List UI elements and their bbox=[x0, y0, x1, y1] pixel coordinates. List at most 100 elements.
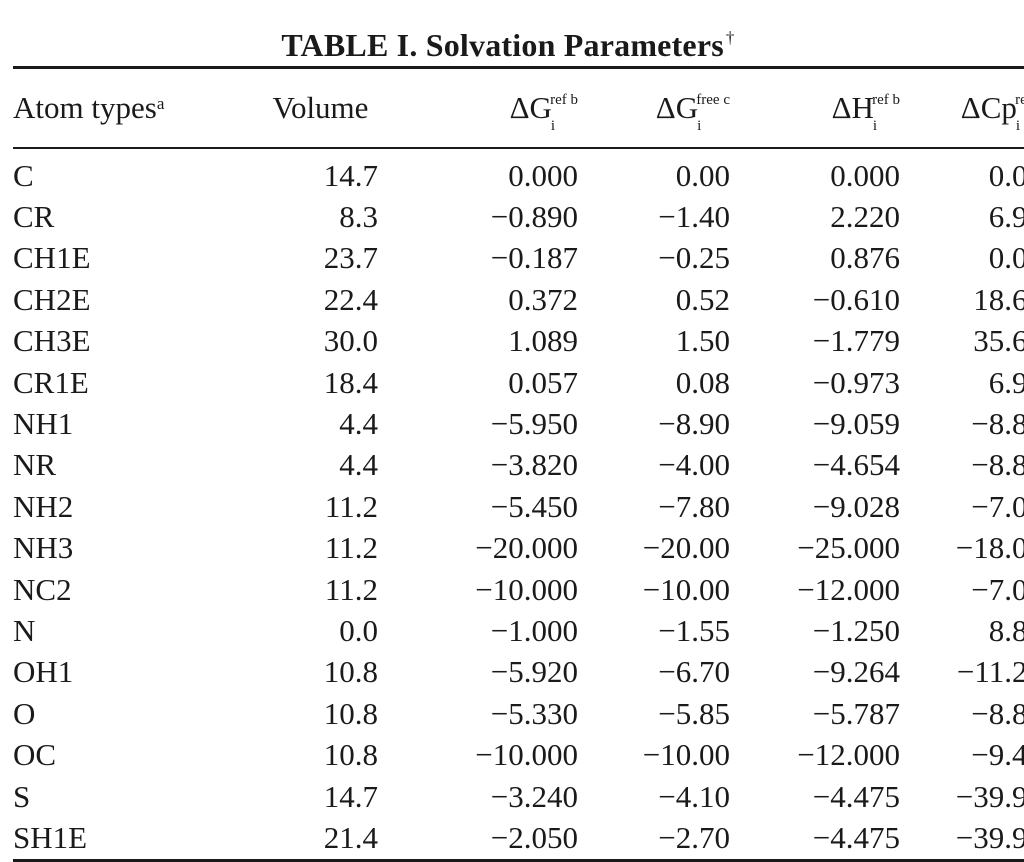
cell-dg-free: −4.00 bbox=[658, 447, 730, 483]
cell-dcp-ref: −7.00 bbox=[971, 571, 1024, 607]
header-dh-ref-sup: ref b bbox=[872, 92, 900, 108]
cell-volume: 11.2 bbox=[324, 530, 378, 566]
cell-dh-ref: −9.264 bbox=[812, 654, 900, 690]
cell-volume: 21.4 bbox=[323, 819, 378, 855]
cell-atom: NR bbox=[13, 447, 57, 483]
cell-dh-ref: 2.220 bbox=[830, 199, 900, 235]
cell-dg-free: −5.85 bbox=[658, 695, 730, 731]
table-row: NR 4.4 −3.820 −4.00 −4.654 −8.80 bbox=[13, 445, 1024, 486]
table-row: OC 10.8 −10.000 −10.00 −12.000 −9.40 bbox=[13, 734, 1024, 775]
header-dh-ref-sub: i bbox=[872, 118, 878, 134]
table-row: NH2 11.2 −5.450 −7.80 −9.028 −7.00 bbox=[13, 486, 1024, 527]
cell-dg-ref: −0.187 bbox=[490, 240, 578, 276]
cell-dcp-ref: −11.20 bbox=[956, 654, 1024, 690]
cell-volume: 30.0 bbox=[323, 323, 378, 359]
cell-atom: N bbox=[13, 612, 36, 648]
cell-dg-free: 0.08 bbox=[675, 364, 730, 400]
cell-dcp-ref: 6.90 bbox=[988, 364, 1024, 400]
cell-dg-ref: −10.000 bbox=[475, 737, 578, 773]
header-volume: Volume bbox=[223, 68, 378, 149]
header-dg-ref-sub: i bbox=[550, 118, 556, 134]
cell-volume: 11.2 bbox=[324, 488, 378, 524]
cell-dcp-ref: −9.40 bbox=[971, 737, 1024, 773]
header-row: Atom typesa Volume ΔGiref b ΔGifree c ΔH… bbox=[13, 67, 1024, 149]
cell-dg-free: −1.55 bbox=[658, 612, 730, 648]
cell-atom: NH1 bbox=[13, 406, 74, 442]
header-atom-types: Atom typesa bbox=[13, 68, 223, 149]
header-atom-footnote: a bbox=[156, 94, 165, 113]
cell-dg-ref: −5.330 bbox=[490, 695, 578, 731]
header-dh-ref-symbol: ΔH bbox=[831, 90, 874, 125]
cell-dcp-ref: 18.60 bbox=[973, 281, 1024, 317]
cell-dg-free: −8.90 bbox=[658, 406, 730, 442]
cell-dg-free: −7.80 bbox=[658, 488, 730, 524]
cell-dcp-ref: −7.00 bbox=[971, 488, 1024, 524]
table-title-footnote-mark: † bbox=[725, 28, 735, 47]
cell-dcp-ref: −39.90 bbox=[955, 778, 1024, 814]
header-dcp-ref: ΔCpi ref d bbox=[900, 68, 1024, 149]
cell-dh-ref: −9.059 bbox=[812, 406, 900, 442]
cell-dg-ref: −0.890 bbox=[490, 199, 578, 235]
cell-atom: O bbox=[13, 695, 36, 731]
cell-dg-free: 1.50 bbox=[675, 323, 730, 359]
cell-atom: SH1E bbox=[13, 819, 88, 855]
cell-dh-ref: −1.779 bbox=[812, 323, 900, 359]
cell-dg-free: −10.00 bbox=[642, 571, 730, 607]
cell-volume: 4.4 bbox=[339, 406, 378, 442]
cell-dcp-ref: −18.00 bbox=[955, 530, 1024, 566]
cell-dcp-ref: −39.90 bbox=[955, 819, 1024, 855]
header-dg-ref-symbol: ΔG bbox=[509, 90, 552, 125]
cell-dg-ref: −3.820 bbox=[490, 447, 578, 483]
cell-dg-ref: 0.057 bbox=[508, 364, 578, 400]
solvation-parameters-table: Atom typesa Volume ΔGiref b ΔGifree c ΔH… bbox=[13, 66, 1024, 862]
table-row: C 14.7 0.000 0.00 0.000 0.00 bbox=[13, 148, 1024, 196]
cell-atom: CR1E bbox=[13, 364, 89, 400]
header-dcp-ref-sub: i bbox=[1015, 118, 1021, 134]
cell-dg-ref: −3.240 bbox=[490, 778, 578, 814]
cell-dcp-ref: −8.80 bbox=[971, 406, 1024, 442]
cell-dg-free: −1.40 bbox=[658, 199, 730, 235]
cell-dh-ref: −4.475 bbox=[812, 778, 900, 814]
cell-dh-ref: −1.250 bbox=[812, 612, 900, 648]
cell-dcp-ref: −8.80 bbox=[971, 447, 1024, 483]
cell-atom: S bbox=[13, 778, 31, 814]
header-dg-free-sup: free c bbox=[696, 92, 730, 108]
header-atom-label: Atom types bbox=[13, 90, 157, 125]
header-dg-ref-sup: ref b bbox=[550, 92, 578, 108]
cell-atom: NH2 bbox=[13, 488, 74, 524]
cell-dg-ref: −5.920 bbox=[490, 654, 578, 690]
table-row: NC2 11.2 −10.000 −10.00 −12.000 −7.00 bbox=[13, 569, 1024, 610]
cell-dh-ref: −4.475 bbox=[812, 819, 900, 855]
cell-volume: 0.0 bbox=[339, 612, 378, 648]
header-dcp-ref-symbol: ΔCp bbox=[960, 90, 1017, 125]
cell-dh-ref: −0.610 bbox=[812, 281, 900, 317]
cell-atom: NH3 bbox=[13, 530, 74, 566]
cell-dg-ref: 1.089 bbox=[508, 323, 578, 359]
cell-volume: 14.7 bbox=[323, 157, 378, 193]
header-dg-ref: ΔGi ref b bbox=[378, 68, 578, 149]
header-dh-ref: ΔHi ref b bbox=[730, 68, 900, 149]
cell-dg-ref: −1.000 bbox=[490, 612, 578, 648]
cell-dg-free: −10.00 bbox=[642, 737, 730, 773]
cell-volume: 23.7 bbox=[323, 240, 378, 276]
cell-dg-free: −2.70 bbox=[658, 819, 730, 855]
table-row: NH3 11.2 −20.000 −20.00 −25.000 −18.00 bbox=[13, 528, 1024, 569]
cell-atom: OH1 bbox=[13, 654, 74, 690]
cell-atom: NC2 bbox=[13, 571, 72, 607]
cell-dg-free: −0.25 bbox=[658, 240, 730, 276]
cell-dcp-ref: −8.80 bbox=[971, 695, 1024, 731]
header-dg-free: ΔGi free c bbox=[578, 68, 730, 149]
table-row: CR1E 18.4 0.057 0.08 −0.973 6.90 bbox=[13, 362, 1024, 403]
cell-dg-ref: 0.372 bbox=[508, 281, 578, 317]
table-title-text: TABLE I. Solvation Parameters bbox=[281, 27, 724, 63]
cell-dh-ref: −9.028 bbox=[812, 488, 900, 524]
table-row: CH3E 30.0 1.089 1.50 −1.779 35.60 bbox=[13, 321, 1024, 362]
cell-dg-ref: −2.050 bbox=[490, 819, 578, 855]
cell-volume: 10.8 bbox=[323, 654, 378, 690]
cell-dg-ref: −20.000 bbox=[475, 530, 578, 566]
cell-dg-free: 0.00 bbox=[675, 157, 730, 193]
cell-volume: 4.4 bbox=[339, 447, 378, 483]
cell-dh-ref: −5.787 bbox=[812, 695, 900, 731]
table-row: NH1 4.4 −5.950 −8.90 −9.059 −8.80 bbox=[13, 403, 1024, 444]
cell-atom: CH3E bbox=[13, 323, 91, 359]
